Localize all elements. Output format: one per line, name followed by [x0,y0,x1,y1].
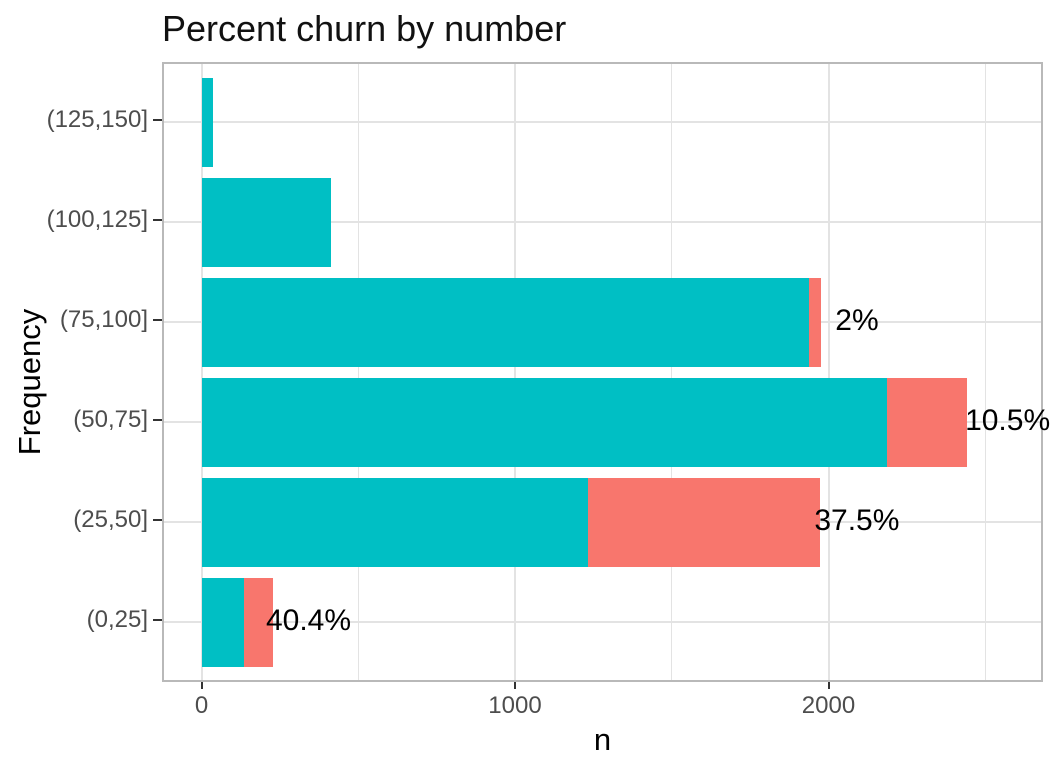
gridline-major-vertical [200,64,203,680]
x-tick-mark [514,682,516,689]
bar-segment-churn [886,377,968,467]
x-axis-title: n [593,722,612,757]
y-tick-label: (25,50] [73,506,148,533]
bar-segment-churn [808,277,822,367]
gridline-major-horizontal [164,221,1041,223]
bar-segment-no-churn [201,177,332,267]
y-tick-label: (125,150] [46,106,148,133]
x-tick-mark [200,682,203,689]
y-tick-label: (100,125] [46,206,148,233]
y-tick-mark [153,219,162,221]
y-tick-mark [153,619,162,621]
gridline-minor-vertical [357,64,359,680]
chart-title: Percent churn by number [162,8,567,49]
gridline-minor-vertical [984,64,986,680]
gridline-minor-vertical [671,64,673,680]
y-tick-mark [153,419,162,421]
gridline-major-vertical [827,64,830,680]
bar-percent-label: 40.4% [265,603,352,637]
bar-percent-label: 2% [835,303,879,337]
bar-percent-label: 37.5% [814,503,900,537]
bar-segment-no-churn [201,577,245,667]
gridline-major-horizontal [164,121,1041,123]
bar-percent-label: 10.5% [965,403,1051,437]
y-tick-label: (50,75] [73,406,148,433]
bar-segment-no-churn [201,477,589,567]
y-tick-label: (75,100] [59,306,148,333]
y-tick-mark [153,519,162,521]
plot-panel [162,62,1043,682]
bar-segment-churn [244,577,273,667]
x-tick-label: 1000 [488,692,542,719]
gridline-major-horizontal [164,621,1041,623]
y-tick-mark [153,119,162,121]
gridline-major-vertical [514,64,516,680]
y-tick-mark [153,319,162,321]
x-tick-label: 0 [194,692,209,719]
bar-segment-no-churn [201,377,887,467]
bar-segment-no-churn [201,77,214,167]
bar-segment-no-churn [201,277,809,367]
bar-segment-churn [588,477,821,567]
x-tick-mark [827,682,830,689]
x-tick-label: 2000 [801,692,856,719]
y-tick-label: (0,25] [86,606,148,633]
